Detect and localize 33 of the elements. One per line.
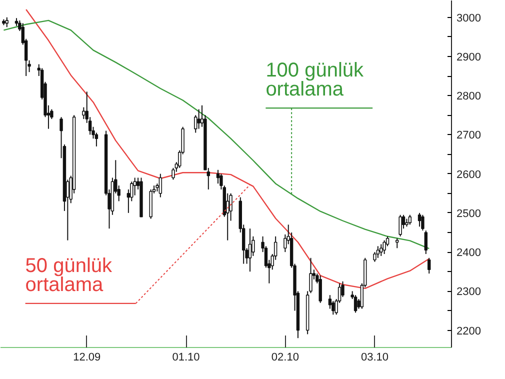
candlestick [398, 214, 402, 237]
y-tick-label: 2500 [456, 208, 481, 220]
candlestick [380, 244, 383, 256]
y-tick-label: 2800 [456, 90, 481, 103]
x-tick-label: 02.10 [271, 352, 299, 364]
y-tick-label: 2300 [456, 286, 481, 298]
candlestick [421, 214, 424, 232]
line-series [3, 20, 430, 250]
x-tick-label: 12.09 [73, 352, 101, 364]
x-tick-label: 01.10 [172, 352, 200, 364]
y-tick-label: 2600 [456, 168, 481, 181]
candlestick [424, 230, 428, 254]
candlestick [428, 257, 431, 274]
candlestick [376, 246, 380, 258]
y-tick-label: 2400 [456, 247, 481, 260]
x-tick-label: 03.10 [360, 352, 388, 364]
candlestick [248, 228, 252, 272]
y-tick-label: 2900 [456, 51, 481, 64]
candlestick [382, 240, 386, 254]
candlestick [408, 214, 412, 226]
y-tick-label: 3000 [456, 12, 481, 24]
candlestick [82, 106, 86, 120]
y-tick-label: 2200 [456, 325, 481, 338]
annotation: 100 günlük ortalama [266, 60, 365, 100]
candlestick [418, 212, 422, 228]
candlestick [197, 108, 200, 130]
y-tick-label: 2700 [456, 130, 481, 142]
candlestick [158, 173, 162, 198]
candlestick [318, 275, 322, 304]
annotation: 50 günlük ortalama [25, 255, 114, 296]
candlestick [354, 294, 358, 314]
candlestick [5, 16, 8, 28]
candlestick [396, 238, 399, 249]
